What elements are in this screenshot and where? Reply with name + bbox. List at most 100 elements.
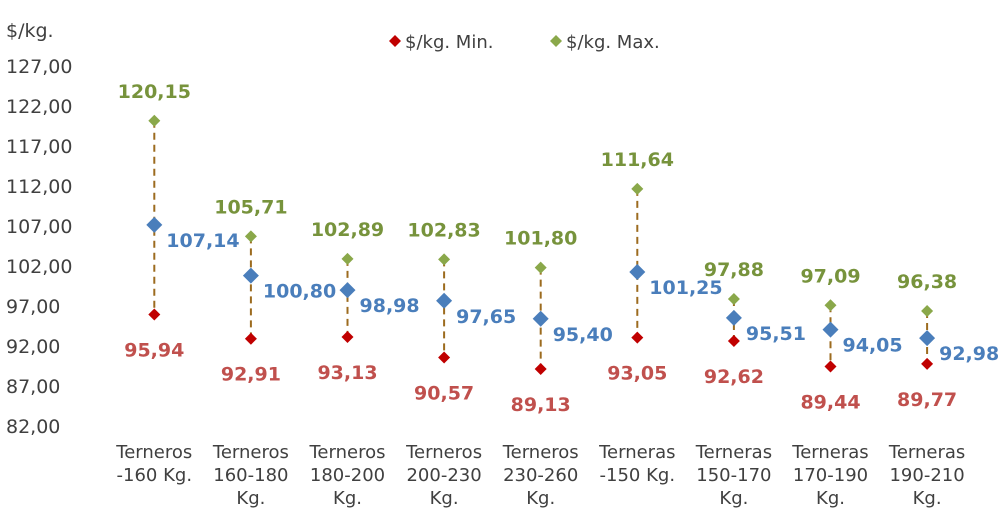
x-tick-label: 180-200 [310, 465, 385, 486]
max-point [341, 252, 354, 265]
min-point [244, 332, 257, 345]
min-point [148, 308, 161, 321]
x-tick-label: -160 Kg. [117, 465, 193, 486]
avg-point [146, 216, 163, 233]
max-point [824, 299, 837, 312]
min-label: 95,94 [124, 339, 184, 361]
x-tick-label: 200-230 [406, 465, 481, 486]
max-label: 97,88 [704, 259, 764, 281]
x-axis: Terneros-160 Kg.Terneros160-180Kg.Terner… [115, 442, 965, 509]
min-label: 92,62 [704, 366, 764, 388]
avg-label: 100,80 [263, 281, 336, 303]
y-tick-label: 82,00 [6, 416, 60, 438]
avg-point [532, 310, 549, 327]
y-tick-label: 122,00 [6, 96, 72, 118]
y-tick-label: 92,00 [6, 336, 60, 358]
max-point [921, 304, 934, 317]
y-axis-title: $/kg. [6, 20, 54, 42]
avg-label: 107,14 [166, 230, 239, 252]
max-point [438, 253, 451, 266]
y-tick-label: 117,00 [6, 136, 72, 158]
max-label: 96,38 [897, 271, 957, 293]
max-label: 120,15 [118, 81, 191, 103]
min-point [727, 335, 740, 348]
min-label: 89,44 [800, 391, 860, 413]
x-tick-label: 150-170 [696, 465, 771, 486]
min-point [438, 351, 451, 364]
x-tick-label: Terneros [405, 442, 482, 463]
x-tick-label: Terneros [502, 442, 579, 463]
y-tick-label: 107,00 [6, 216, 72, 238]
x-tick-label: Terneras [695, 442, 772, 463]
min-point [824, 360, 837, 373]
max-point [148, 114, 161, 127]
legend: $/kg. Min. $/kg. Max. [389, 32, 660, 53]
x-tick-label: Terneras [888, 442, 965, 463]
x-tick-label: Kg. [913, 488, 942, 509]
legend-marker-min [389, 35, 401, 47]
avg-point [242, 267, 259, 284]
min-label: 93,13 [317, 362, 377, 384]
avg-label: 98,98 [360, 295, 420, 317]
avg-label: 95,51 [746, 323, 806, 345]
avg-point [919, 330, 936, 347]
min-label: 93,05 [607, 363, 667, 385]
min-point [631, 331, 644, 344]
x-tick-label: Kg. [719, 488, 748, 509]
min-label: 90,57 [414, 382, 474, 404]
max-label: 101,80 [504, 228, 577, 250]
max-label: 97,09 [800, 265, 860, 287]
avg-label: 97,65 [456, 306, 516, 328]
x-tick-label: Terneras [791, 442, 868, 463]
x-tick-label: Terneras [598, 442, 675, 463]
avg-label: 101,25 [649, 277, 722, 299]
x-tick-label: 190-210 [889, 465, 964, 486]
y-axis: 82,00 87,00 92,00 97,00 102,00 107,00 112,00 11… [6, 56, 72, 438]
max-label: 111,64 [601, 149, 674, 171]
x-tick-label: Terneros [212, 442, 289, 463]
x-tick-label: 230-260 [503, 465, 578, 486]
min-point [534, 362, 547, 375]
y-tick-label: 97,00 [6, 296, 60, 318]
x-tick-label: Terneros [309, 442, 386, 463]
avg-point [822, 321, 839, 338]
x-tick-label: 160-180 [213, 465, 288, 486]
x-tick-label: Kg. [333, 488, 362, 509]
x-tick-label: Terneros [115, 442, 192, 463]
max-point [244, 230, 257, 243]
max-label: 102,89 [311, 219, 384, 241]
avg-point [725, 309, 742, 326]
legend-label-min: $/kg. Min. [405, 32, 493, 53]
min-point [921, 357, 934, 370]
min-label: 92,91 [221, 364, 281, 386]
x-tick-label: Kg. [526, 488, 555, 509]
x-tick-label: -150 Kg. [600, 465, 676, 486]
max-label: 102,83 [407, 219, 480, 241]
avg-label: 95,40 [553, 324, 613, 346]
y-tick-label: 127,00 [6, 56, 72, 78]
avg-point [629, 264, 646, 280]
x-tick-label: Kg. [430, 488, 459, 509]
max-label: 105,71 [214, 196, 287, 218]
avg-label: 94,05 [843, 335, 903, 357]
y-tick-label: 87,00 [6, 376, 60, 398]
data-labels: 120,15 105,71 102,89 102,83 101,80 111,64 97,8… [118, 81, 1000, 416]
y-tick-label: 102,00 [6, 256, 72, 278]
y-tick-label: 112,00 [6, 176, 72, 198]
avg-point [339, 282, 356, 299]
x-tick-label: Kg. [236, 488, 265, 509]
max-point [534, 261, 547, 274]
legend-label-max: $/kg. Max. [566, 32, 660, 53]
min-label: 89,77 [897, 389, 957, 411]
legend-marker-max [550, 35, 562, 47]
avg-point [436, 292, 453, 309]
min-point [341, 330, 354, 343]
min-label: 89,13 [511, 394, 571, 416]
avg-label: 92,98 [939, 343, 999, 365]
x-tick-label: Kg. [816, 488, 845, 509]
x-tick-label: 170-190 [793, 465, 868, 486]
max-point [727, 292, 740, 305]
max-point [631, 182, 644, 195]
data-points [146, 114, 936, 375]
